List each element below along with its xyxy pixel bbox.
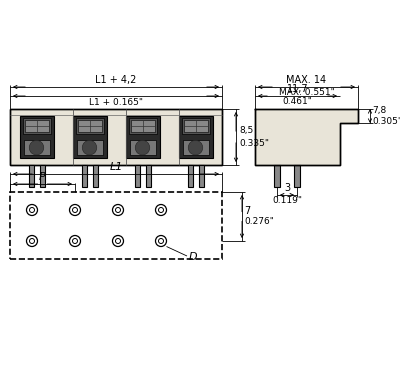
- Circle shape: [72, 239, 78, 243]
- Circle shape: [26, 204, 38, 215]
- Bar: [178, 116, 212, 158]
- Circle shape: [158, 207, 164, 212]
- Bar: [198, 165, 204, 187]
- Circle shape: [112, 204, 124, 215]
- Text: 0.119": 0.119": [272, 196, 302, 205]
- Circle shape: [70, 204, 80, 215]
- Bar: [294, 165, 300, 187]
- Bar: [92, 165, 98, 187]
- Circle shape: [116, 207, 120, 212]
- Text: 0.461": 0.461": [282, 97, 312, 106]
- Bar: [10, 109, 222, 165]
- Bar: [126, 116, 160, 158]
- Bar: [78, 120, 102, 132]
- Text: 7: 7: [244, 206, 250, 215]
- Text: 11,7: 11,7: [287, 84, 308, 94]
- Bar: [72, 116, 106, 158]
- Bar: [82, 165, 86, 187]
- Text: L1 + 4,2: L1 + 4,2: [95, 75, 137, 85]
- Text: 3: 3: [284, 183, 290, 193]
- Circle shape: [112, 236, 124, 247]
- Text: L1: L1: [109, 162, 123, 172]
- Circle shape: [156, 236, 166, 247]
- Bar: [20, 116, 54, 158]
- Circle shape: [26, 236, 38, 247]
- Bar: [10, 109, 222, 165]
- Text: 0.276": 0.276": [244, 218, 274, 226]
- Text: MAX. 14: MAX. 14: [286, 75, 326, 85]
- Bar: [128, 118, 156, 134]
- Text: D: D: [189, 252, 198, 262]
- Circle shape: [116, 239, 120, 243]
- Bar: [24, 120, 48, 132]
- Text: L1 + 0.165": L1 + 0.165": [89, 98, 143, 107]
- Circle shape: [72, 207, 78, 212]
- Circle shape: [82, 140, 97, 155]
- Bar: [24, 140, 50, 155]
- Circle shape: [158, 239, 164, 243]
- Bar: [10, 192, 222, 259]
- Text: MAX. 0.551": MAX. 0.551": [279, 88, 334, 97]
- Text: P: P: [39, 172, 46, 182]
- Bar: [182, 118, 210, 134]
- Text: 0.305": 0.305": [372, 117, 400, 126]
- Circle shape: [70, 236, 80, 247]
- Bar: [76, 118, 104, 134]
- Bar: [134, 165, 140, 187]
- Circle shape: [30, 207, 34, 212]
- Bar: [182, 140, 208, 155]
- Bar: [130, 120, 154, 132]
- Circle shape: [156, 204, 166, 215]
- Bar: [28, 165, 34, 187]
- Circle shape: [30, 239, 34, 243]
- Circle shape: [188, 140, 203, 155]
- Text: 8,5: 8,5: [239, 126, 253, 135]
- Circle shape: [135, 140, 150, 155]
- Bar: [146, 165, 150, 187]
- Polygon shape: [255, 109, 358, 165]
- Bar: [76, 140, 102, 155]
- Circle shape: [29, 140, 44, 155]
- Text: 7,8: 7,8: [372, 106, 386, 115]
- Bar: [40, 165, 44, 187]
- Bar: [22, 118, 50, 134]
- Text: 0.335": 0.335": [239, 139, 269, 148]
- Bar: [188, 165, 192, 187]
- Bar: [130, 140, 156, 155]
- Bar: [184, 120, 208, 132]
- Bar: [274, 165, 280, 187]
